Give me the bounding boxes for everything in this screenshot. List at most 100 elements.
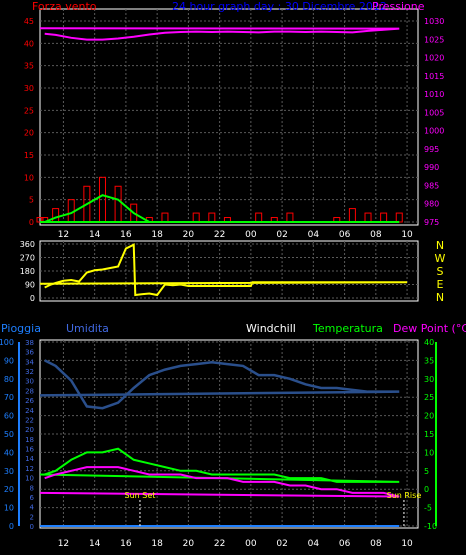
wind-speed-tick-label: 35 <box>24 62 34 71</box>
pressure-tick-label: 980 <box>424 200 439 209</box>
rain-tick-label: 22 <box>25 416 34 424</box>
rain-tick-label: 8 <box>30 484 34 492</box>
rain-tick-label: 28 <box>25 387 34 395</box>
wind-direction-tick-label: 360 <box>20 240 35 249</box>
rain-tick-label: 38 <box>25 339 34 347</box>
rain-tick-label: 12 <box>25 465 34 473</box>
rain-tick-label: 26 <box>25 397 34 405</box>
rain-label: Pioggia <box>1 322 41 335</box>
pressure-tick-label: 975 <box>424 218 439 227</box>
hour-tick-label: 16 <box>120 230 132 240</box>
pressure-series-line <box>39 27 400 41</box>
humidity-tick-label: 50 <box>4 430 14 439</box>
pressure-tick-label: 1010 <box>424 90 444 99</box>
gust-series-line <box>40 194 400 223</box>
hour-tick-label: 22 <box>214 230 225 240</box>
wind-speed-tick-label: 5 <box>29 196 34 205</box>
temperature-tick-label: -10 <box>424 522 437 531</box>
wind-speed-tick-label: 40 <box>24 39 34 48</box>
temperature-axis: -10 -5 0 5 10 15 20 25 30 35 40 <box>424 338 437 531</box>
wind-speed-tick-label: 45 <box>24 17 34 26</box>
pressure-tick-label: 1005 <box>424 108 444 117</box>
rain-tick-label: 6 <box>30 494 35 502</box>
temperature-tick-label: 40 <box>424 338 434 347</box>
rain-tick-label: 14 <box>25 455 34 463</box>
temperature-tick-label: 10 <box>424 448 434 457</box>
sunrise-label: Sun Rise <box>387 491 422 500</box>
hour-tick-label: 22 <box>214 539 225 549</box>
rain-tick-label: 36 <box>25 349 34 357</box>
hour-tick-label: 18 <box>151 230 163 240</box>
rain-tick-label: 2 <box>30 513 34 521</box>
hour-tick-label: 06 <box>339 230 351 240</box>
rain-tick-label: 32 <box>25 368 34 376</box>
hour-axis-labels: 12 12 14 14 16 16 18 18 20 20 22 22 00 00 02 02 04 04 06 06… <box>58 230 413 549</box>
sunset-label: Sun Set <box>125 491 156 500</box>
pressure-tick-label: 1020 <box>424 54 444 63</box>
hour-tick-label: 12 <box>58 230 69 240</box>
wind-direction-grid <box>40 241 418 301</box>
hour-tick-label: 08 <box>370 230 382 240</box>
temperature-tick-label: 20 <box>424 412 434 421</box>
hour-tick-label: 14 <box>89 539 101 549</box>
pressure-tick-label: 1015 <box>424 72 444 81</box>
wind-speed-tick-label: 25 <box>24 106 34 115</box>
wind-direction-series-line <box>39 243 408 297</box>
pressure-tick-label: 990 <box>424 163 439 172</box>
compass-letter: E <box>437 278 444 291</box>
rain-tick-label: 16 <box>25 446 34 454</box>
hour-tick-label: 16 <box>120 539 132 549</box>
humidity-tick-label: 60 <box>4 412 14 421</box>
rain-tick-label: 4 <box>30 504 35 512</box>
hour-tick-label: 14 <box>89 230 101 240</box>
hour-tick-label: 20 <box>183 539 195 549</box>
pressure-tick-label: 995 <box>424 145 439 154</box>
rain-tick-label: 0 <box>30 523 34 531</box>
temperature-tick-label: 25 <box>424 393 434 402</box>
hour-tick-label: 00 <box>245 539 257 549</box>
graph-title: 24 hour graph day : 30 Dicembre 2012 <box>172 0 387 13</box>
hour-tick-label: 02 <box>276 230 287 240</box>
temperature-label: Temperatura <box>312 322 383 335</box>
pressure-axis: 975 980 985 990 995 1000 1005 1010 1015 1020 1025 1… <box>424 17 444 227</box>
pressure-tick-label: 1030 <box>424 17 444 26</box>
humidity-axis: 0 10 20 30 40 50 60 70 80 90 100 <box>0 338 20 531</box>
humidity-tick-label: 90 <box>4 356 14 365</box>
wind-speed-tick-label: 10 <box>24 173 34 182</box>
compass-letter: S <box>437 265 444 278</box>
humidity-series-line <box>39 359 400 410</box>
temperature-tick-label: 30 <box>424 375 434 384</box>
humidity-label: Umidita <box>66 322 109 335</box>
humidity-tick-label: 80 <box>4 375 14 384</box>
temperature-tick-label: 0 <box>424 485 429 494</box>
wind-direction-tick-label: 90 <box>25 281 35 290</box>
temperature-tick-label: 15 <box>424 430 434 439</box>
dewpoint-series-line <box>39 466 400 498</box>
wind-speed-tick-label: 15 <box>24 151 34 160</box>
compass-letter: W <box>435 252 446 265</box>
wind-direction-axis: 0 90 180 270 360 <box>20 240 35 303</box>
temperature-tick-label: -5 <box>424 504 432 513</box>
temperature-series-line <box>39 447 400 483</box>
hour-tick-label: 12 <box>58 539 69 549</box>
wind-speed-label: Forza vento <box>32 0 97 13</box>
wind-direction-tick-label: 0 <box>30 294 35 303</box>
rain-tick-label: 20 <box>25 426 34 434</box>
humidity-tick-label: 10 <box>4 504 14 513</box>
temperature-tick-label: 5 <box>424 467 429 476</box>
hour-tick-label: 08 <box>370 539 382 549</box>
hour-tick-label: 10 <box>401 230 413 240</box>
rain-tick-label: 10 <box>25 475 34 483</box>
humidity-tick-label: 100 <box>0 338 14 347</box>
compass-letter: N <box>436 239 444 252</box>
hour-tick-label: 10 <box>401 539 413 549</box>
hour-tick-label: 02 <box>276 539 287 549</box>
pressure-tick-label: 985 <box>424 181 439 190</box>
wind-pressure-panel <box>39 8 419 226</box>
humidity-tick-label: 40 <box>4 448 14 457</box>
humidity-tick-label: 70 <box>4 393 14 402</box>
wind-speed-tick-label: 30 <box>24 84 34 93</box>
